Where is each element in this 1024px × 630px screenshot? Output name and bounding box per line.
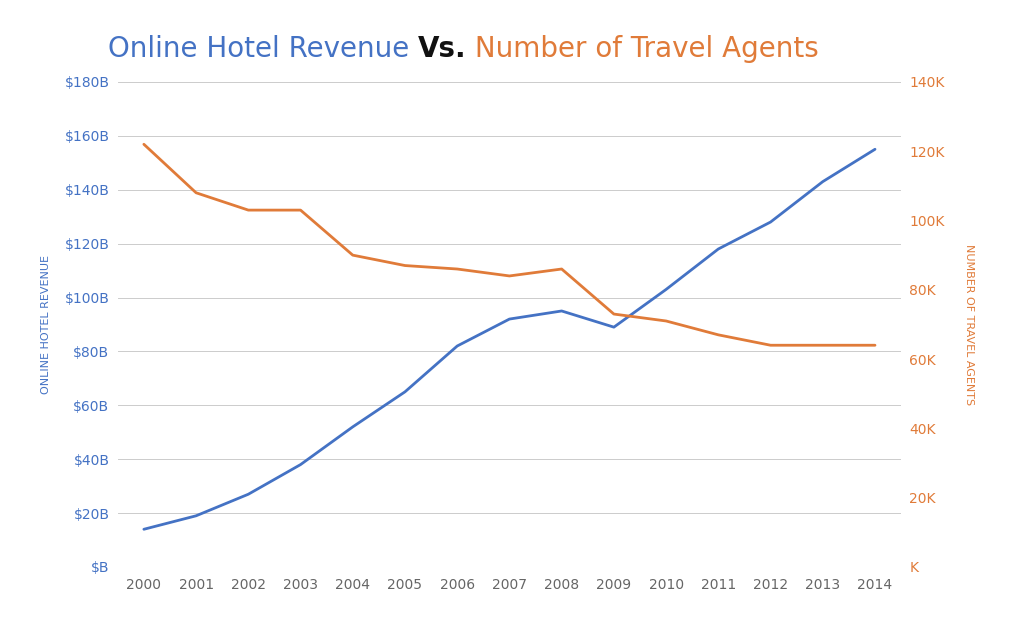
Text: Vs.: Vs. xyxy=(418,35,466,62)
Y-axis label: NUMBER OF TRAVEL AGENTS: NUMBER OF TRAVEL AGENTS xyxy=(965,244,974,405)
Text: Number of Travel Agents: Number of Travel Agents xyxy=(466,35,819,62)
Text: Online Hotel Revenue: Online Hotel Revenue xyxy=(108,35,418,62)
Y-axis label: ONLINE HOTEL REVENUE: ONLINE HOTEL REVENUE xyxy=(41,255,50,394)
